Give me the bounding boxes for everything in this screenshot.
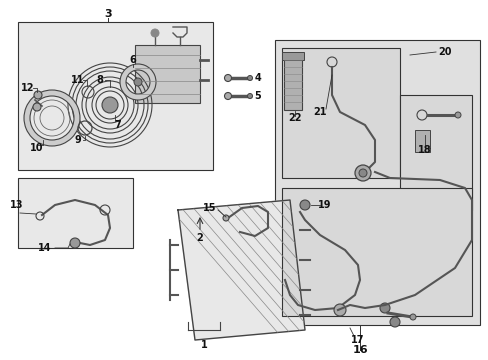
Circle shape xyxy=(151,29,159,37)
Bar xyxy=(135,45,200,103)
Circle shape xyxy=(358,169,366,177)
Circle shape xyxy=(299,200,309,210)
Bar xyxy=(284,55,302,110)
Text: 20: 20 xyxy=(437,47,451,57)
Circle shape xyxy=(134,78,142,86)
Text: 15: 15 xyxy=(203,203,216,213)
Circle shape xyxy=(223,215,228,221)
Text: 19: 19 xyxy=(318,200,331,210)
Text: 17: 17 xyxy=(350,335,364,345)
Bar xyxy=(414,130,429,152)
Text: 11: 11 xyxy=(71,75,84,85)
Circle shape xyxy=(247,94,252,99)
Circle shape xyxy=(224,75,231,81)
Text: 8: 8 xyxy=(96,75,103,85)
Circle shape xyxy=(409,314,415,320)
Text: 1: 1 xyxy=(200,340,207,350)
Bar xyxy=(282,52,304,60)
Text: 9: 9 xyxy=(75,135,81,145)
Circle shape xyxy=(70,238,80,248)
Circle shape xyxy=(354,165,370,181)
Text: 12: 12 xyxy=(21,83,35,93)
Text: 4: 4 xyxy=(254,73,261,83)
Bar xyxy=(274,40,479,325)
Circle shape xyxy=(33,103,41,111)
Circle shape xyxy=(454,112,460,118)
Text: 7: 7 xyxy=(114,120,121,130)
Bar xyxy=(282,188,471,316)
Text: 3: 3 xyxy=(104,9,112,19)
Circle shape xyxy=(333,304,346,316)
Text: 2: 2 xyxy=(196,233,203,243)
Bar xyxy=(399,95,471,210)
Polygon shape xyxy=(178,200,305,340)
Text: 10: 10 xyxy=(30,143,43,153)
Circle shape xyxy=(34,91,42,99)
Circle shape xyxy=(102,97,118,113)
Text: 21: 21 xyxy=(313,107,326,117)
Circle shape xyxy=(247,76,252,81)
Text: 16: 16 xyxy=(351,345,367,355)
Text: 14: 14 xyxy=(38,243,52,253)
Circle shape xyxy=(224,93,231,99)
Text: 13: 13 xyxy=(10,200,23,210)
Bar xyxy=(18,178,133,248)
Text: 22: 22 xyxy=(287,113,301,123)
Text: 6: 6 xyxy=(129,55,136,65)
Bar xyxy=(18,22,213,170)
Text: 18: 18 xyxy=(417,145,431,155)
Circle shape xyxy=(389,317,399,327)
Bar xyxy=(282,48,399,178)
Circle shape xyxy=(379,303,389,313)
Text: 5: 5 xyxy=(254,91,261,101)
